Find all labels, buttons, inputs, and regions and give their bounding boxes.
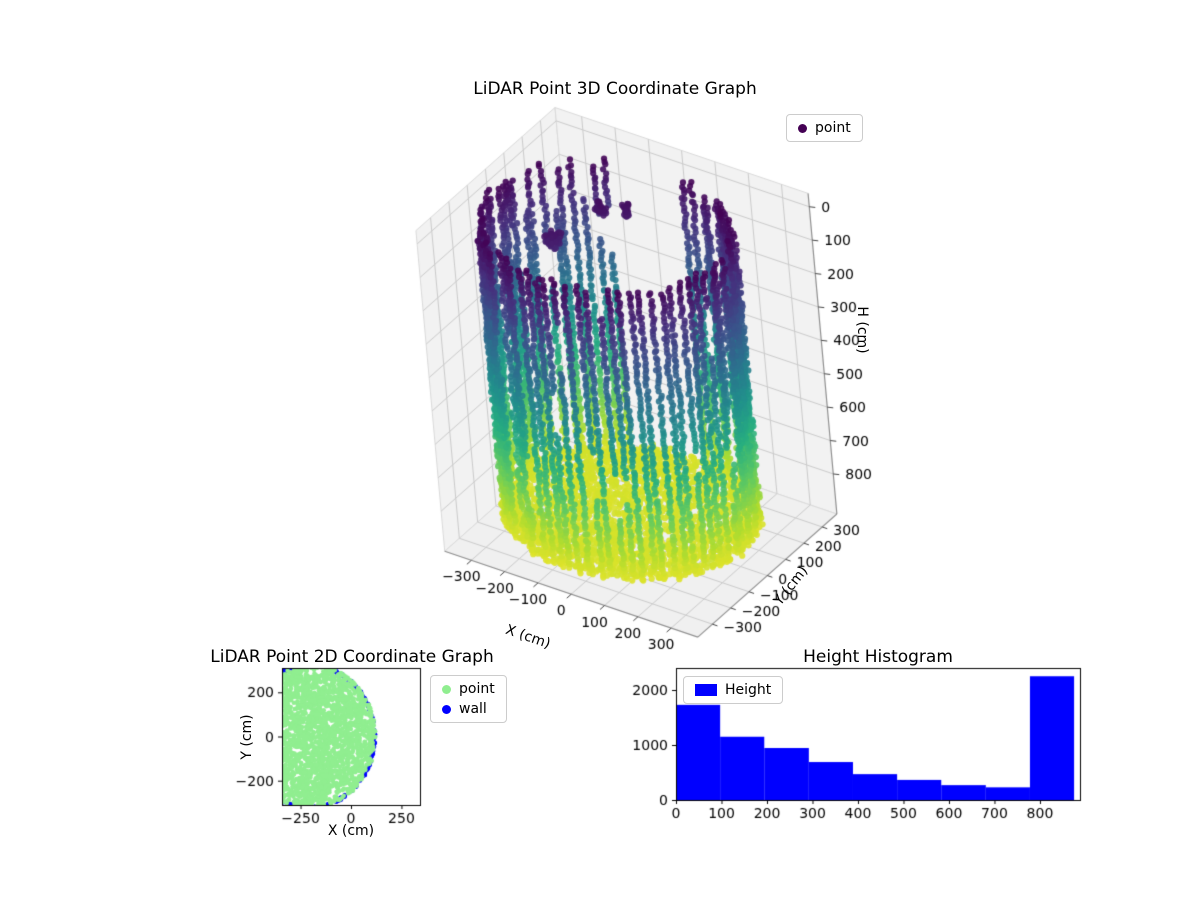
chart-title-2d: LiDAR Point 2D Coordinate Graph	[210, 647, 494, 667]
x-axis-label-2d: X (cm)	[327, 823, 375, 839]
point-legend-marker-icon	[442, 684, 451, 694]
legend-label-wall-2d: wall	[459, 701, 487, 717]
y-axis-label-2d: Y (cm)	[239, 714, 255, 760]
legend-2d: point wall	[430, 675, 507, 723]
legend-3d: point	[786, 114, 863, 142]
legend-item-wall-2d: wall	[442, 701, 495, 717]
legend-histogram: Height	[683, 676, 784, 704]
legend-label-point-3d: point	[815, 120, 851, 136]
legend-item-height: Height	[695, 682, 771, 698]
chart-title-histogram: Height Histogram	[803, 647, 953, 667]
point-legend-marker-icon	[798, 123, 807, 133]
legend-label-height: Height	[725, 682, 772, 698]
z-axis-label-3d: H (cm)	[854, 306, 870, 354]
height-legend-swatch-icon	[695, 684, 717, 696]
chart-title-3d: LiDAR Point 3D Coordinate Graph	[473, 79, 757, 99]
legend-label-point-2d: point	[459, 681, 495, 697]
wall-legend-marker-icon	[442, 704, 451, 714]
legend-item-point-3d: point	[798, 120, 851, 136]
legend-item-point-2d: point	[442, 681, 495, 697]
